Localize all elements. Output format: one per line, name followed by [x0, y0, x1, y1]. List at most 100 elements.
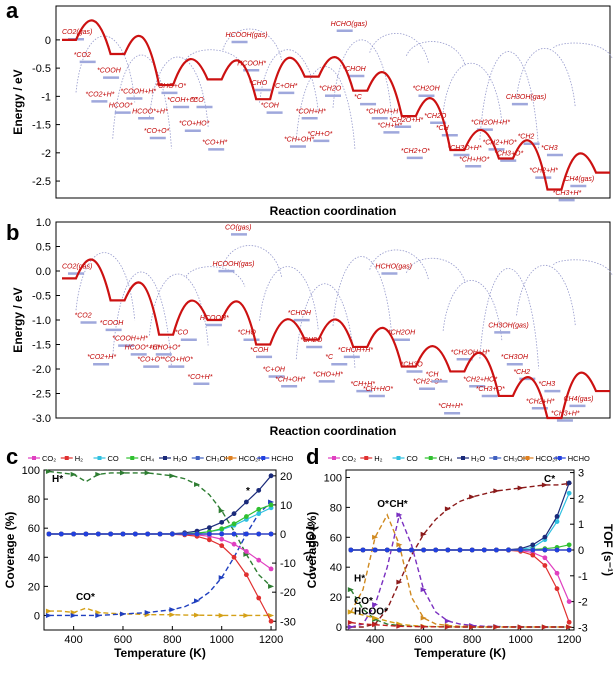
y-tick-label: 80	[330, 502, 342, 514]
tof-point-hcho	[206, 531, 212, 537]
panel-a-energy-profile: a 0 -0.5 -1 -1.5 -2 -2.5 Energy / eV Reaction co…	[6, 0, 613, 218]
y-tick-label: -2	[41, 148, 51, 160]
legend-marker-co	[396, 456, 401, 460]
state-label: *COOH	[100, 320, 125, 327]
y-tick-label: -0.5	[32, 291, 51, 303]
legend-label-h2o: H₂O	[173, 454, 187, 463]
y-tick-label: -1	[41, 91, 51, 103]
x-tick-label: 600	[114, 634, 132, 646]
y-tick-label: 1.0	[36, 217, 51, 229]
state-label: *COH	[250, 347, 269, 354]
y-tick-label: 20	[28, 581, 40, 593]
state-label: *CHO	[238, 330, 257, 337]
state-label: *CO+O*	[144, 128, 170, 135]
coverage-point-hcoostar	[541, 624, 548, 630]
barrier-arc	[259, 49, 319, 113]
tof-point-h2	[206, 537, 212, 543]
y-axis-title: Coverage (%)	[305, 512, 319, 589]
legend-marker-hcho	[261, 456, 266, 460]
tof-point-hcho	[256, 531, 262, 537]
y-tick-label: -1.0	[32, 315, 51, 327]
tof-point-co2	[554, 570, 560, 576]
coverage-point-chstar	[396, 512, 403, 518]
coverage-point-hcoostar	[372, 622, 379, 628]
y-axis-title: Energy / eV	[11, 287, 25, 352]
legend-label-co: CO	[108, 454, 119, 463]
state-label: *CH3+O*	[476, 386, 505, 393]
state-label: *CH+OH*	[275, 376, 305, 383]
y2-tick-label: 0	[280, 529, 286, 541]
y-axis-title: Energy / eV	[11, 69, 25, 134]
tof-point-hcho	[169, 531, 175, 537]
legend-marker-co2	[32, 456, 36, 460]
coverage-point-star	[194, 598, 201, 604]
state-label: *CO+H*	[187, 374, 212, 381]
state-label: *CH2+H*	[526, 398, 555, 405]
tof-point-h2o	[243, 499, 249, 505]
tof-point-h2	[554, 586, 560, 592]
coverage-line-hstar	[350, 589, 570, 628]
state-label: *CH2OH	[388, 330, 416, 337]
coverage-point-star	[169, 607, 176, 613]
coverage-point-costar	[372, 615, 379, 621]
tof-point-hcho	[481, 547, 487, 553]
plot-frame	[43, 469, 277, 631]
tof-point-h2o	[231, 511, 237, 517]
coverage-point-hstar	[218, 508, 225, 514]
legend-label-h2o: H₂O	[471, 454, 485, 463]
reaction-path	[62, 19, 610, 191]
state-label: *COOH	[97, 68, 122, 75]
state-label: *CO	[175, 330, 189, 337]
y-tick-label: -1.5	[32, 340, 51, 352]
tof-point-hcho	[71, 531, 77, 537]
y-tick-label: 0	[34, 610, 40, 622]
tof-point-hcho	[132, 531, 138, 537]
state-label: *CO2+H*	[85, 91, 114, 98]
y-axis-title: Coverage (%)	[3, 512, 17, 589]
state-label: *COH+O*	[167, 97, 198, 104]
coverage-line-hcoostar	[350, 621, 570, 628]
state-label: *CH+HO*	[459, 156, 489, 163]
y2-axis-title: TOF (s⁻¹)	[303, 524, 317, 576]
tof-point-co2	[566, 599, 572, 605]
y-tick-label: 0.0	[36, 266, 51, 278]
legend-marker-ch3oh	[493, 456, 498, 460]
coverage-point-ostar	[372, 534, 379, 540]
tof-point-hcho	[120, 531, 126, 537]
coverage-point-hstar	[347, 587, 354, 593]
annotation-label: HCOO*	[354, 607, 388, 618]
barrier-arc	[442, 62, 503, 123]
state-label: *CH3+O*	[494, 151, 523, 158]
coverage-point-hstar	[45, 468, 52, 474]
y2-tick-label: -2	[578, 597, 588, 609]
y-tick-label: 0	[336, 622, 342, 634]
state-label: *CH+H*	[350, 381, 375, 388]
tof-point-h2o	[542, 534, 548, 540]
state-label: *CH2O	[424, 113, 447, 120]
state-label: *CH2O	[319, 86, 342, 93]
state-label: *CO2	[74, 52, 91, 59]
x-tick-label: 1000	[209, 634, 233, 646]
y2-tick-label: 2	[578, 493, 584, 505]
state-label: *CH+OH*	[284, 137, 314, 144]
tof-point-hcho	[469, 547, 475, 553]
state-label: HCOO*+H*	[125, 344, 161, 351]
x-tick-label: 400	[64, 634, 82, 646]
x-tick-label: 400	[366, 634, 384, 646]
state-label: *CHOH	[342, 66, 366, 73]
panel-letter: c	[6, 444, 18, 469]
x-axis-title: Temperature (K)	[414, 646, 506, 660]
tof-point-hcho	[157, 531, 163, 537]
legend-marker-h2o	[461, 456, 465, 460]
tof-point-h2	[566, 619, 572, 625]
coverage-point-chstar	[347, 624, 354, 630]
state-label: *CHO+O*	[150, 344, 181, 351]
coverage-point-hcoostar	[566, 624, 573, 630]
legend-marker-h2	[64, 456, 69, 460]
tof-point-hcho	[182, 531, 188, 537]
state-label: *CHO+O*	[155, 83, 186, 90]
tof-point-h2	[542, 563, 548, 568]
y-tick-label: 20	[330, 592, 342, 604]
state-label: *CH3OH	[501, 354, 529, 361]
state-label: *CO2+H*	[87, 354, 116, 361]
